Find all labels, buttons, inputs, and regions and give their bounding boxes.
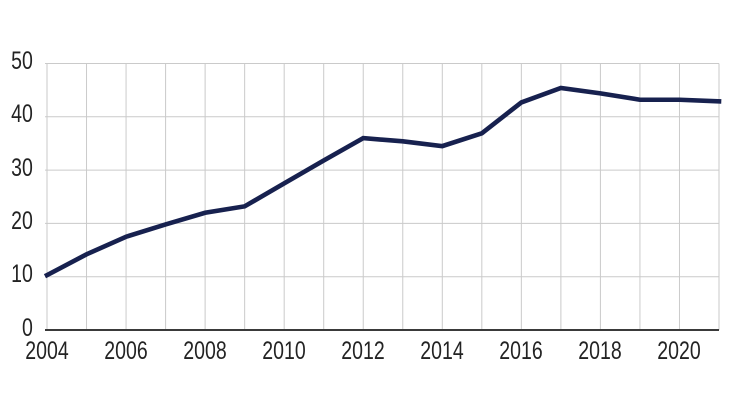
x-axis-tick-label: 2010 bbox=[262, 337, 306, 365]
x-axis-tick-label: 2014 bbox=[420, 337, 464, 365]
x-axis-tick-label: 2004 bbox=[25, 337, 69, 365]
x-axis-tick-label: 2020 bbox=[657, 337, 702, 365]
y-axis-tick-label: 10 bbox=[11, 260, 33, 289]
x-axis-tick-label: 2018 bbox=[578, 337, 623, 365]
y-axis-tick-label: 50 bbox=[11, 47, 33, 75]
x-axis-tick-label: 2012 bbox=[341, 337, 385, 365]
x-axis-tick-label: 2016 bbox=[499, 337, 544, 365]
y-axis-tick-label: 20 bbox=[11, 206, 33, 235]
x-axis-tick-label: 2008 bbox=[183, 337, 227, 365]
y-axis-tick-label: 40 bbox=[11, 100, 33, 129]
y-axis-tick-label: 0 bbox=[22, 313, 33, 342]
y-axis-tick-label: 30 bbox=[11, 153, 33, 182]
data-line-series-1 bbox=[43, 85, 722, 279]
x-axis-tick-label: 2006 bbox=[104, 337, 148, 365]
